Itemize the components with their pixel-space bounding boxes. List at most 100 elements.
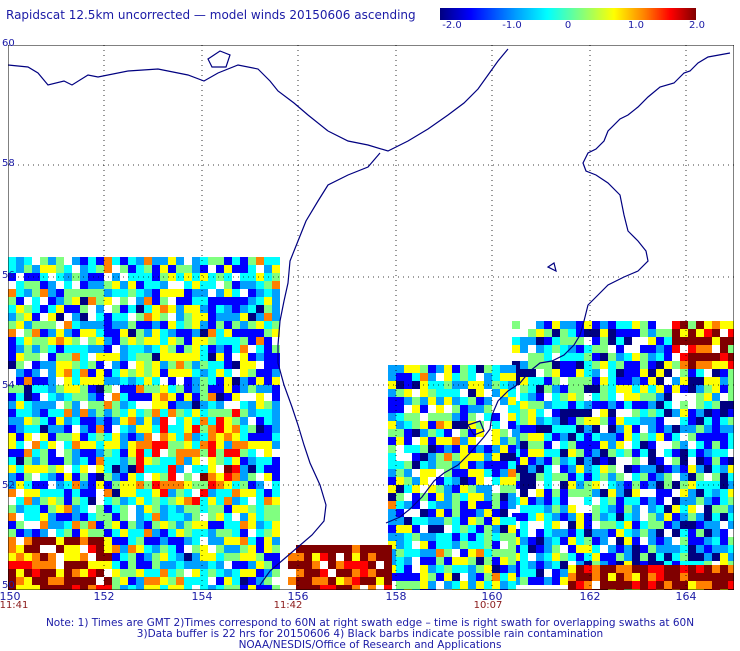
wind-cell [8,353,16,361]
wind-cell [112,257,120,265]
wind-cell [232,521,240,529]
wind-cell [16,497,24,505]
wind-cell [460,533,468,541]
wind-cell [40,305,48,313]
wind-cell [48,465,56,473]
wind-cell [608,417,616,425]
wind-cell [256,513,264,521]
wind-cell [144,417,152,425]
wind-cell [64,513,72,521]
wind-cell [72,433,80,441]
wind-cell [240,409,248,417]
wind-cell [200,329,208,337]
wind-cell [592,457,600,465]
wind-cell [224,473,232,481]
wind-cell [720,417,728,425]
wind-cell [40,553,48,561]
wind-cell [160,361,168,369]
wind-cell [248,457,256,465]
wind-cell [144,329,152,337]
wind-cell [248,585,256,590]
wind-cell [264,505,272,513]
wind-cell [80,569,88,577]
wind-cell [664,581,672,589]
wind-cell [144,433,152,441]
wind-cell [152,553,160,561]
wind-cell [88,273,96,281]
wind-cell [656,433,664,441]
wind-cell [600,377,608,385]
wind-cell [672,329,680,337]
wind-cell [500,509,508,517]
wind-cell [436,413,444,421]
wind-cell [396,509,404,517]
wind-cell [88,529,96,537]
wind-cell [248,481,256,489]
wind-cell [624,377,632,385]
wind-cell [144,313,152,321]
wind-cell [312,553,320,561]
wind-cell [444,509,452,517]
wind-cell [688,385,696,393]
wind-cell [112,305,120,313]
wind-cell [24,529,32,537]
wind-cell [688,581,696,589]
wind-cell [608,473,616,481]
wind-cell [256,433,264,441]
wind-cell [664,345,672,353]
wind-cell [680,449,688,457]
wind-cell [16,345,24,353]
wind-cell [640,573,648,581]
wind-cell [40,497,48,505]
wind-cell [492,477,500,485]
wind-cell [640,393,648,401]
wind-cell [248,537,256,545]
wind-cell [608,337,616,345]
wind-cell [184,577,192,585]
wind-cell [696,417,704,425]
wind-cell [428,573,436,581]
wind-cell [200,297,208,305]
wind-cell [704,417,712,425]
wind-cell [48,289,56,297]
wind-cell [232,545,240,553]
wind-cell [152,569,160,577]
wind-cell [568,321,576,329]
wind-cell [248,553,256,561]
wind-cell [584,529,592,537]
wind-cell [520,441,528,449]
wind-cell [592,369,600,377]
wind-cell [272,281,280,289]
wind-cell [56,329,64,337]
wind-cell [64,393,72,401]
wind-cell [508,437,516,445]
wind-cell [560,329,568,337]
wind-cell [240,329,248,337]
wind-cell [272,457,280,465]
wind-cell [136,289,144,297]
wind-cell [216,369,224,377]
wind-cell [720,537,728,545]
wind-cell [544,377,552,385]
wind-cell [544,521,552,529]
wind-cell [256,273,264,281]
wind-cell [192,305,200,313]
wind-cell [256,425,264,433]
wind-cell [216,265,224,273]
wind-cell [192,545,200,553]
wind-cell [200,529,208,537]
wind-cell [176,385,184,393]
wind-cell [48,401,56,409]
wind-cell [688,565,696,573]
wind-cell [184,385,192,393]
wind-cell [240,529,248,537]
wind-cell [500,533,508,541]
wind-cell [672,337,680,345]
wind-cell [160,433,168,441]
wind-cell [600,353,608,361]
wind-cell [224,537,232,545]
wind-cell [396,397,404,405]
wind-cell [492,557,500,565]
wind-cell [552,329,560,337]
wind-cell [112,353,120,361]
